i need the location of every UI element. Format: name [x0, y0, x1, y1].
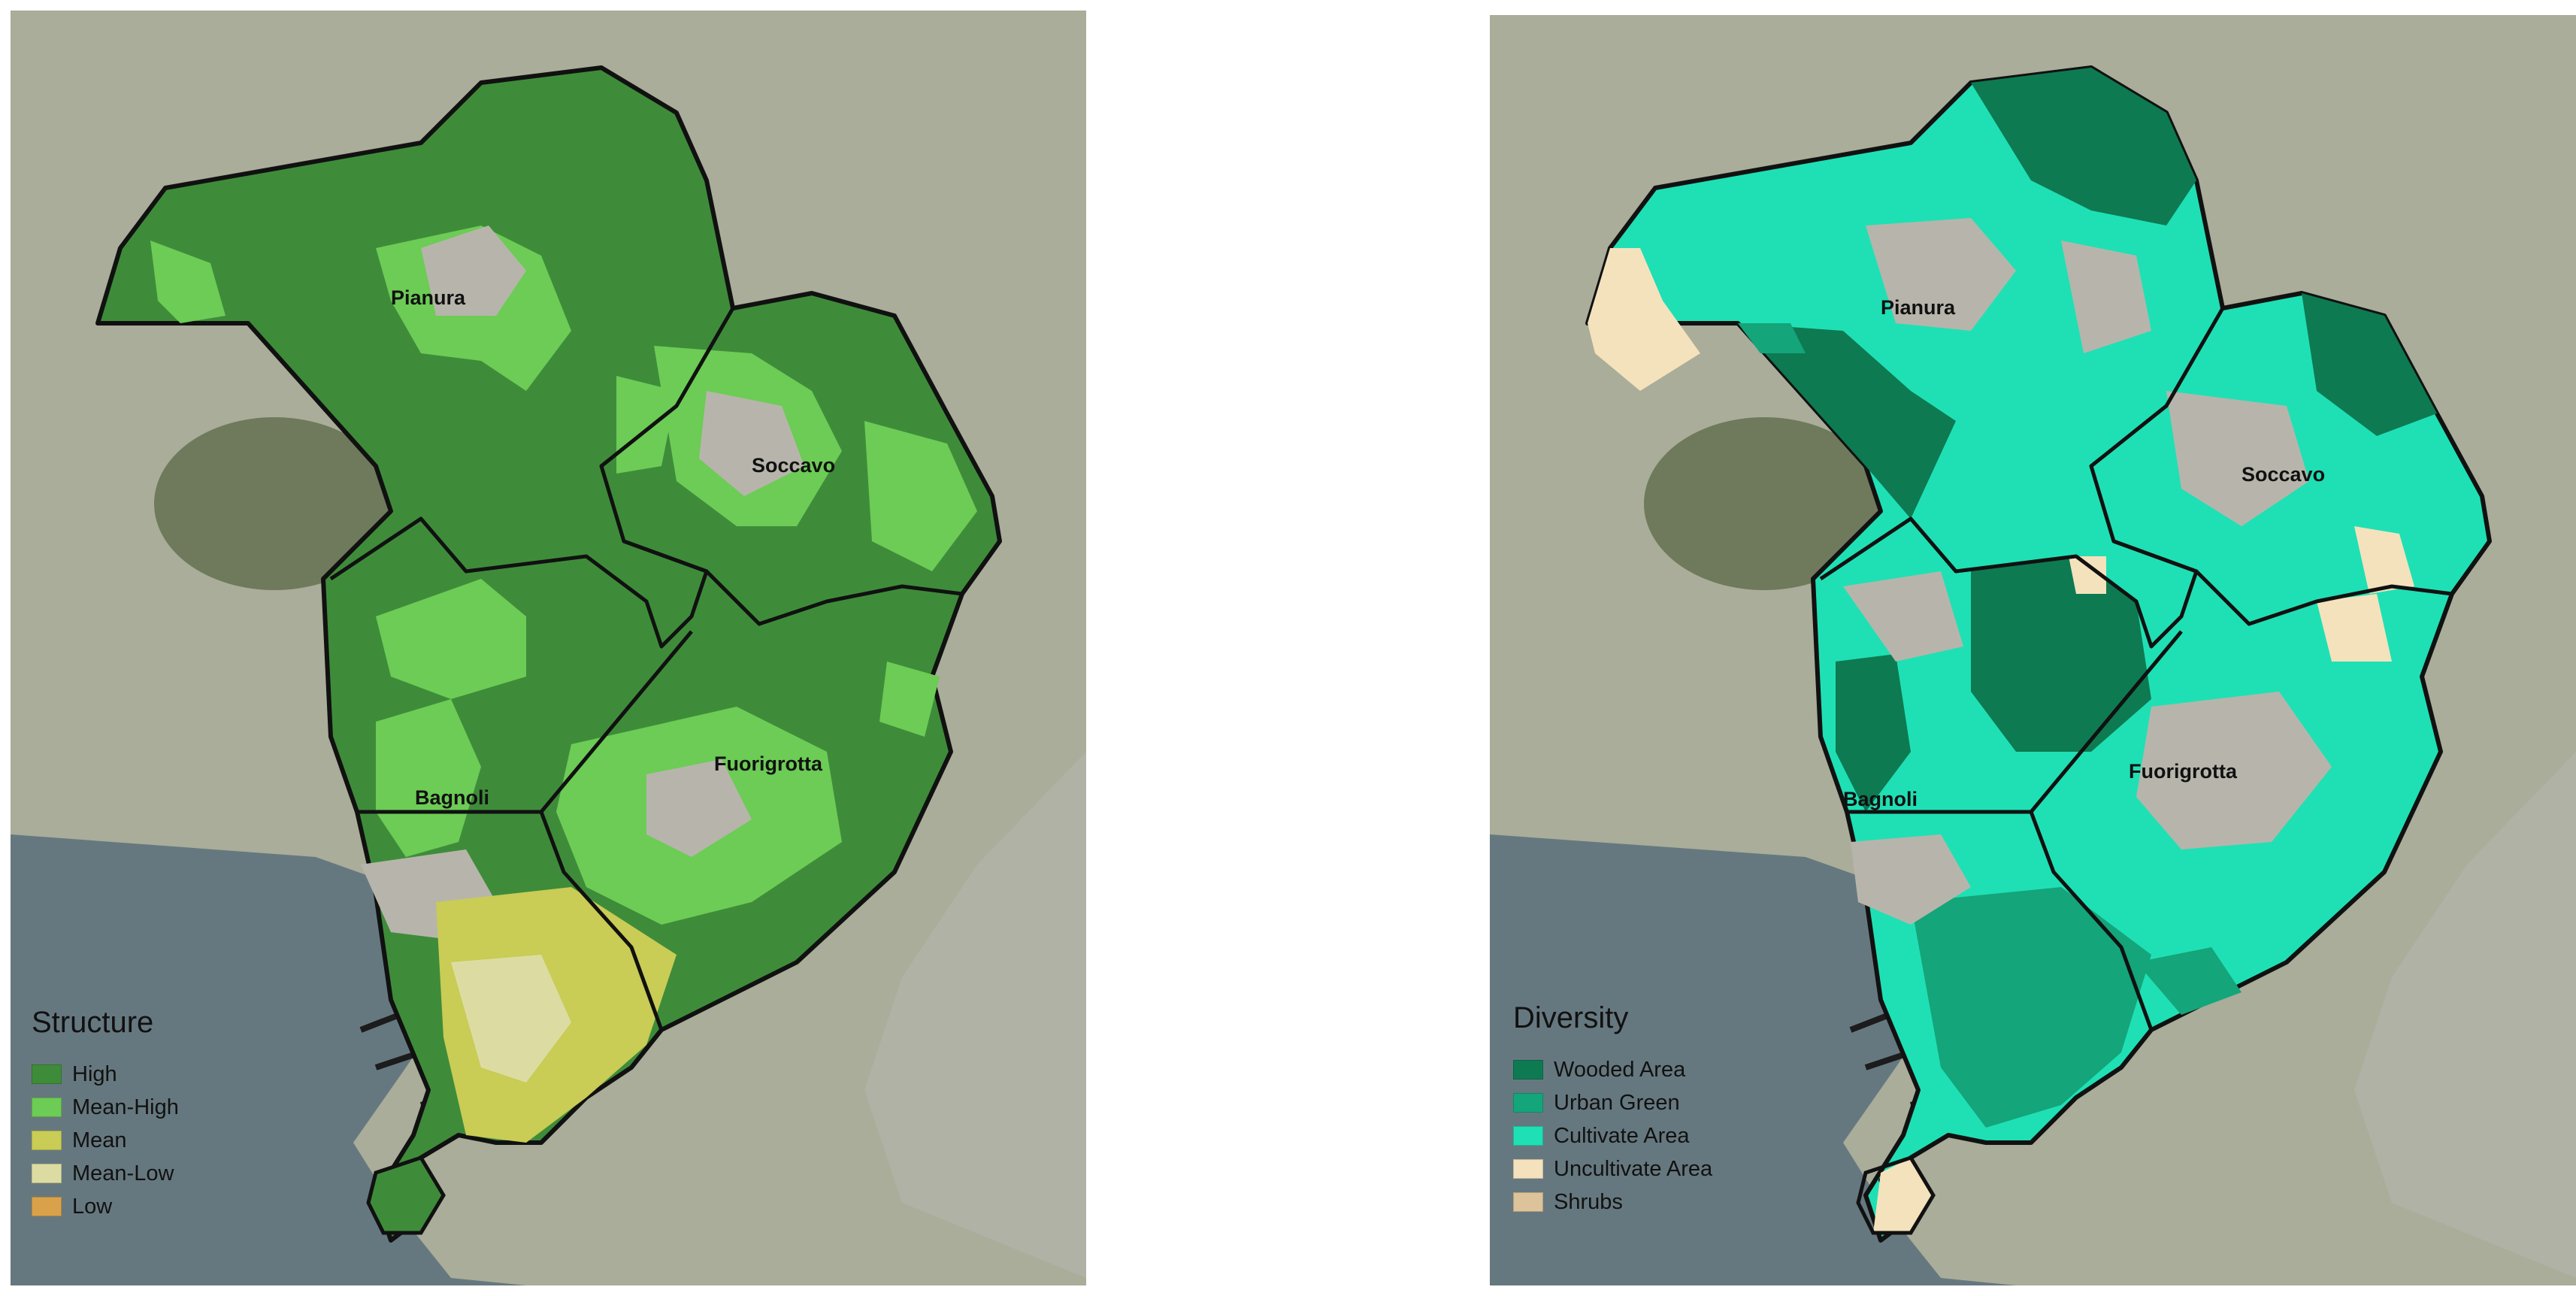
district-label-soccavo: Soccavo — [2242, 463, 2325, 486]
legend-label: Mean-High — [72, 1095, 179, 1119]
structure-map: Pianura Soccavo Bagnoli Fuorigrotta — [11, 11, 1086, 1285]
legend-label: Shrubs — [1554, 1189, 1623, 1214]
legend-swatch — [1513, 1093, 1543, 1113]
coast-hills — [864, 752, 1086, 1278]
legend-title: Diversity — [1513, 1001, 1629, 1034]
legend-swatch — [1513, 1159, 1543, 1179]
legend-swatch — [32, 1197, 62, 1216]
legend-label: Cultivate Area — [1554, 1123, 1690, 1148]
diversity-legend: Diversity Wooded Area Urban Green Cultiv… — [1513, 1001, 1712, 1219]
district-label-fuorigrotta: Fuorigrotta — [2129, 760, 2238, 783]
mean-low-patches — [451, 955, 571, 1083]
coast-hills — [2354, 752, 2576, 1278]
legend-item: Low — [32, 1190, 179, 1223]
legend-item: Uncultivate Area — [1513, 1152, 1712, 1185]
district-labels: Pianura Soccavo Bagnoli Fuorigrotta — [1843, 296, 2325, 810]
district-label-soccavo: Soccavo — [752, 454, 835, 477]
diversity-map: Pianura Soccavo Bagnoli Fuorigrotta — [1490, 15, 2576, 1285]
legend-item: Mean-High — [32, 1091, 179, 1124]
legend-swatch — [1513, 1192, 1543, 1212]
legend-label: High — [72, 1061, 117, 1086]
legend-swatch — [32, 1131, 62, 1150]
district-label-bagnoli: Bagnoli — [415, 786, 489, 809]
legend-item: Cultivate Area — [1513, 1119, 1712, 1152]
district-label-bagnoli: Bagnoli — [1843, 788, 1918, 810]
nisida — [1856, 1155, 1936, 1235]
legend-swatch — [1513, 1126, 1543, 1146]
legend-swatch — [32, 1164, 62, 1183]
wooded-patches — [1738, 68, 2437, 812]
legend-label: Mean — [72, 1128, 127, 1152]
legend-item: Mean — [32, 1124, 179, 1157]
nisida — [366, 1155, 446, 1235]
legend-title: Structure — [32, 1006, 154, 1039]
legend-swatch — [32, 1064, 62, 1084]
district-labels: Pianura Soccavo Bagnoli Fuorigrotta — [391, 286, 835, 809]
structure-legend: Structure High Mean-High Mean Mean-Low L… — [32, 1006, 179, 1223]
urban-patches — [1843, 218, 2332, 925]
legend-swatch — [32, 1098, 62, 1117]
crater — [1644, 417, 1884, 590]
legend-item: High — [32, 1058, 179, 1091]
legend-label: Urban Green — [1554, 1090, 1680, 1115]
legend-label: Uncultivate Area — [1554, 1156, 1713, 1181]
district-label-fuorigrotta: Fuorigrotta — [714, 752, 823, 775]
urban-green-patches — [1738, 323, 2242, 1128]
legend-label: Low — [72, 1194, 113, 1219]
legend-label: Mean-Low — [72, 1161, 174, 1185]
legend-label: Wooded Area — [1554, 1057, 1686, 1082]
legend-item: Mean-Low — [32, 1157, 179, 1190]
legend-swatch — [1513, 1060, 1543, 1079]
legend-item: Shrubs — [1513, 1185, 1712, 1219]
district-boundaries — [329, 307, 963, 1031]
legend-item: Wooded Area — [1513, 1053, 1712, 1086]
crater — [154, 417, 395, 590]
study-area — [95, 65, 1002, 1243]
district-label-pianura: Pianura — [1881, 296, 1956, 319]
legend-item: Urban Green — [1513, 1086, 1712, 1119]
district-boundaries — [1819, 307, 2453, 1031]
uncultivate-patches — [1588, 248, 2414, 1233]
district-label-pianura: Pianura — [391, 286, 466, 309]
